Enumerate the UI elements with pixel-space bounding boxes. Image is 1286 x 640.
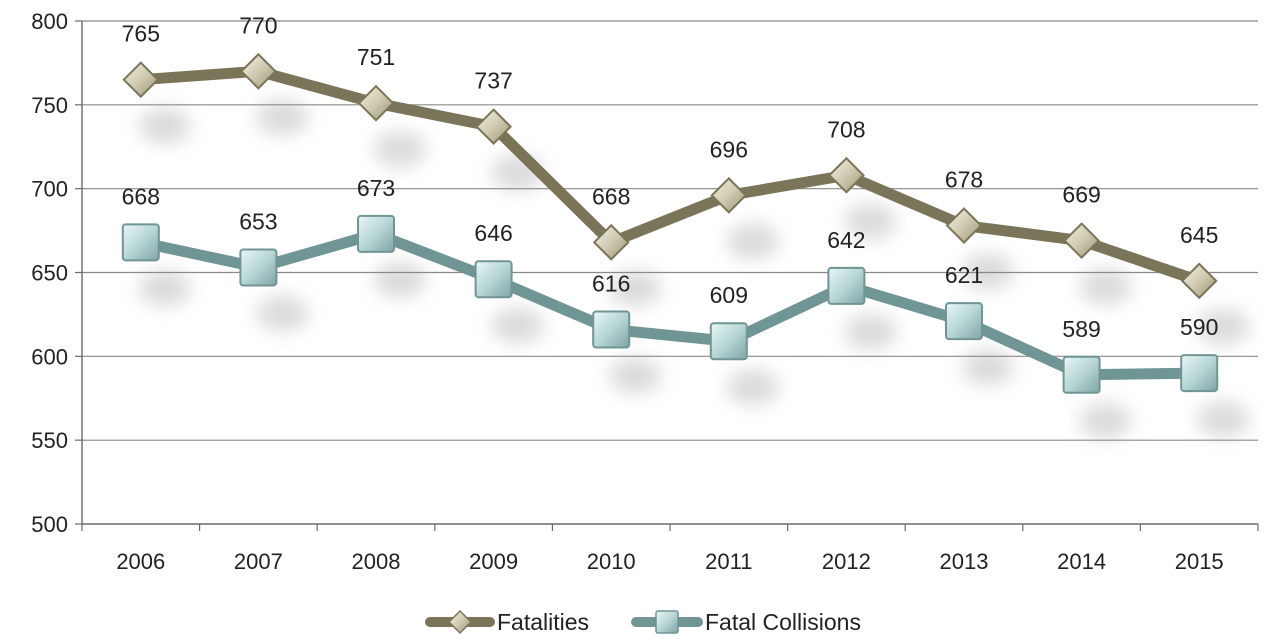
data-point-marker — [945, 207, 983, 244]
data-label: 609 — [710, 282, 748, 308]
marker-shadow — [1197, 308, 1250, 345]
marker-shadow — [491, 307, 544, 344]
marker-shadow — [1197, 401, 1250, 438]
x-tick-label: 2011 — [705, 549, 752, 574]
y-tick-label: 800 — [31, 9, 68, 34]
legend-label: Fatal Collisions — [705, 609, 861, 635]
data-label: 616 — [592, 271, 630, 297]
x-tick-label: 2010 — [587, 549, 636, 574]
y-tick-label: 650 — [31, 261, 68, 286]
legend: Fatalities Fatal Collisions — [425, 609, 861, 635]
data-point-marker — [122, 61, 160, 99]
data-point-marker — [1180, 262, 1218, 300]
data-point-marker — [1063, 222, 1101, 260]
data-label: 653 — [239, 208, 277, 234]
marker-shadow — [609, 357, 662, 394]
data-point-marker — [710, 176, 748, 214]
marker-shadow — [1079, 402, 1132, 439]
data-point-marker — [357, 214, 395, 253]
data-label: 696 — [710, 136, 748, 162]
data-point-marker — [945, 302, 983, 341]
data-point-marker — [827, 156, 865, 194]
data-point-marker — [239, 52, 277, 90]
data-label: 590 — [1180, 314, 1218, 340]
gridlines — [82, 20, 1258, 441]
series-line-fatalities — [135, 65, 1205, 287]
x-tick-label: 2013 — [940, 549, 989, 574]
data-label: 645 — [1180, 222, 1218, 248]
marker-shadow — [138, 107, 191, 144]
data-label: 765 — [122, 21, 160, 47]
marker-shadow — [374, 261, 426, 298]
x-tick-label: 2015 — [1175, 549, 1224, 574]
data-label: 668 — [592, 183, 630, 209]
series-line-fatal-collisions — [135, 228, 1205, 381]
marker-shadow — [726, 223, 779, 260]
x-tick-label: 2009 — [469, 549, 518, 574]
data-label: 621 — [945, 262, 983, 288]
data-label: 646 — [474, 220, 512, 246]
data-point-marker — [827, 266, 866, 305]
marker-shadow — [726, 369, 779, 406]
marker-shadow — [962, 253, 1014, 290]
y-tick-label: 700 — [31, 177, 68, 202]
data-label: 770 — [239, 12, 277, 38]
legend-marker-diamond — [447, 609, 473, 635]
axes — [75, 20, 1259, 531]
legend-marker-square — [655, 610, 679, 634]
marker-shadow — [374, 131, 426, 168]
x-tick-label: 2007 — [234, 549, 283, 574]
data-label: 589 — [1062, 316, 1100, 342]
data-label: 678 — [945, 167, 983, 193]
data-point-marker — [592, 310, 631, 349]
data-point-marker — [709, 322, 748, 361]
data-label: 737 — [474, 68, 512, 94]
marker-shadow — [256, 295, 309, 332]
data-labels: 765 770 751 737 668 696 708 678 669 645 668 653 673 6… — [122, 12, 1219, 341]
data-label: 668 — [122, 183, 160, 209]
x-tick-label: 2008 — [352, 549, 401, 574]
y-axis-tick-labels: 500 550 600 650 700 750 800 — [31, 9, 68, 537]
marker-shadows — [138, 99, 1250, 439]
legend-label: Fatalities — [497, 609, 589, 635]
marker-shadow — [256, 99, 309, 136]
x-tick-label: 2014 — [1057, 549, 1106, 574]
data-point-marker — [1180, 354, 1219, 393]
data-label: 673 — [357, 175, 395, 201]
data-point-marker — [1062, 355, 1101, 394]
marker-shadow — [1079, 268, 1132, 305]
y-tick-label: 600 — [31, 344, 68, 369]
x-tick-label: 2012 — [822, 549, 871, 574]
data-label: 642 — [827, 227, 865, 253]
data-label: 751 — [357, 44, 395, 70]
marker-shadow — [844, 313, 897, 350]
marker-shadow — [962, 349, 1014, 386]
x-axis-tick-labels: 2006 2007 2008 2009 2010 2011 2012 2013 2014 2015 — [116, 549, 1223, 574]
series-markers — [121, 52, 1219, 394]
y-tick-label: 750 — [31, 93, 68, 118]
data-point-marker — [474, 260, 513, 299]
data-point-marker — [475, 108, 513, 146]
data-point-marker — [357, 84, 395, 122]
marker-shadow — [138, 270, 191, 307]
data-point-marker — [239, 248, 278, 287]
series-lines — [135, 65, 1205, 381]
data-label: 708 — [827, 116, 865, 142]
y-tick-label: 500 — [31, 512, 68, 537]
marker-shadow — [844, 203, 897, 240]
y-tick-label: 550 — [31, 428, 68, 453]
marker-shadow — [609, 270, 662, 307]
data-point-marker — [592, 223, 630, 261]
data-point-marker — [121, 223, 160, 262]
x-tick-label: 2006 — [116, 549, 165, 574]
data-label: 669 — [1062, 182, 1100, 208]
